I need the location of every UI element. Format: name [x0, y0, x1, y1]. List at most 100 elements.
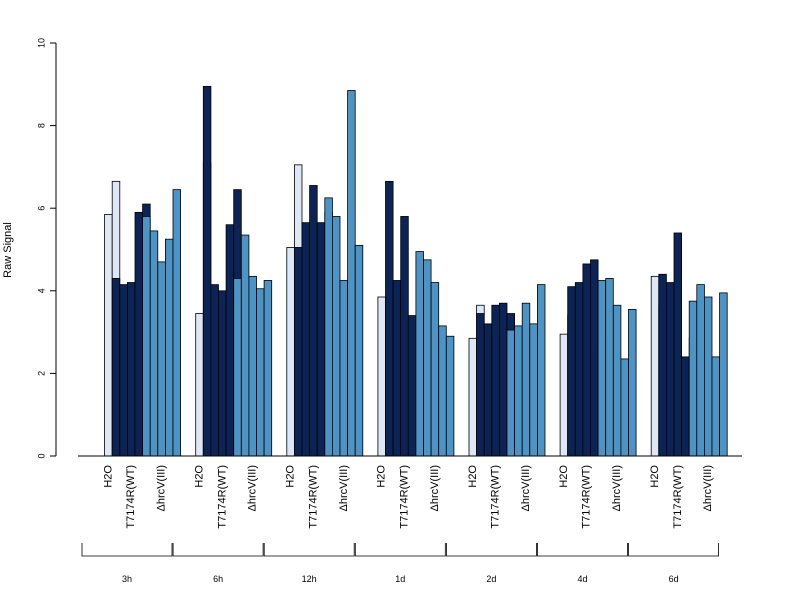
condition-label: T7174R(WT)	[581, 465, 593, 529]
bar	[719, 292, 728, 457]
condition-label: T7174R(WT)	[399, 465, 411, 529]
bar	[567, 286, 576, 457]
condition-label: ΔhrcV(III)	[520, 465, 532, 511]
bar	[620, 358, 629, 457]
condition-label: ΔhrcV(III)	[702, 465, 714, 511]
bar	[597, 280, 607, 457]
bar	[172, 189, 181, 457]
bar	[309, 185, 318, 457]
bar	[149, 230, 159, 457]
bar	[559, 333, 569, 457]
condition-label: ΔhrcV(III)	[429, 465, 441, 511]
bar	[301, 222, 310, 457]
timepoint-bracket	[81, 543, 173, 557]
condition-label: T7174R(WT)	[490, 465, 502, 529]
y-tick-label: 4	[36, 288, 46, 293]
bar	[256, 288, 265, 457]
timepoint-bracket	[354, 543, 446, 557]
bar	[407, 315, 417, 457]
condition-label: ΔhrcV(III)	[611, 465, 623, 511]
bar	[521, 302, 531, 457]
bar	[134, 211, 143, 457]
bar	[498, 302, 508, 457]
bar	[696, 284, 705, 457]
timepoint-label: 12h	[302, 574, 317, 584]
bar	[111, 278, 121, 457]
bar	[537, 284, 546, 457]
bar	[438, 325, 447, 457]
bar	[666, 282, 675, 457]
bar	[331, 216, 341, 457]
bar	[423, 259, 432, 457]
bar	[240, 234, 250, 457]
condition-label: H2O	[467, 465, 479, 488]
timepoint-label: 3h	[122, 574, 132, 584]
condition-label: T7174R(WT)	[307, 465, 319, 529]
bar	[491, 304, 500, 457]
bar	[673, 232, 682, 457]
timepoint-bracket	[172, 543, 264, 557]
bar	[225, 224, 235, 457]
condition-labels: H2O T7174R(WT) ΔhrcV(III) H2O T7174R(WT) Δhrc…	[102, 465, 714, 529]
bar	[202, 85, 212, 457]
bar	[605, 278, 614, 457]
bar	[574, 282, 584, 457]
bar	[195, 313, 204, 457]
y-axis-label: Raw Signal	[2, 222, 14, 278]
y-tick-label: 10	[36, 38, 46, 48]
bar	[612, 304, 622, 457]
timepoint-label: 2d	[486, 574, 496, 584]
bar	[445, 335, 455, 457]
timepoint-bracket	[628, 543, 719, 557]
condition-label: H2O	[194, 465, 206, 488]
bar	[468, 337, 477, 457]
bars	[104, 85, 728, 457]
condition-label: T7174R(WT)	[216, 465, 228, 529]
bar	[104, 213, 113, 457]
condition-label: H2O	[376, 465, 388, 488]
bar	[157, 261, 166, 457]
bar	[400, 216, 409, 457]
y-tick-label: 2	[36, 371, 46, 376]
y-tick-label: 8	[36, 123, 46, 128]
bar	[430, 282, 440, 457]
bar	[119, 284, 128, 457]
bar	[164, 238, 174, 457]
bar	[483, 323, 493, 457]
bar	[286, 247, 295, 457]
condition-label: H2O	[102, 465, 114, 488]
bar	[316, 222, 326, 457]
bar	[339, 280, 348, 457]
condition-label: H2O	[285, 465, 297, 488]
bar	[210, 284, 219, 457]
bar	[650, 275, 660, 457]
bar	[392, 280, 402, 457]
bar	[127, 282, 136, 457]
bar	[324, 197, 333, 457]
y-tick-label: 6	[36, 206, 46, 211]
bar	[218, 290, 227, 457]
y-tick-label: 0	[36, 453, 46, 458]
condition-label: H2O	[649, 465, 661, 488]
bar	[233, 278, 242, 457]
bar	[590, 259, 599, 457]
timepoint-label: 6d	[669, 574, 679, 584]
timepoint-bracket	[537, 543, 628, 557]
timepoint-bracket	[263, 543, 355, 557]
timepoint-bracket	[446, 543, 537, 557]
bar	[529, 323, 538, 457]
condition-label: H2O	[558, 465, 570, 488]
bar	[347, 90, 356, 457]
condition-label: ΔhrcV(III)	[338, 465, 350, 511]
bar	[711, 356, 720, 457]
y-axis: 0 2 4 6 8 10	[36, 38, 57, 459]
bar	[628, 308, 637, 457]
bar	[704, 296, 713, 457]
bar	[142, 216, 151, 457]
timepoint-label: 4d	[577, 574, 587, 584]
bar	[476, 313, 485, 457]
bar	[377, 296, 386, 457]
bar	[506, 329, 515, 457]
condition-label: T7174R(WT)	[125, 465, 137, 529]
